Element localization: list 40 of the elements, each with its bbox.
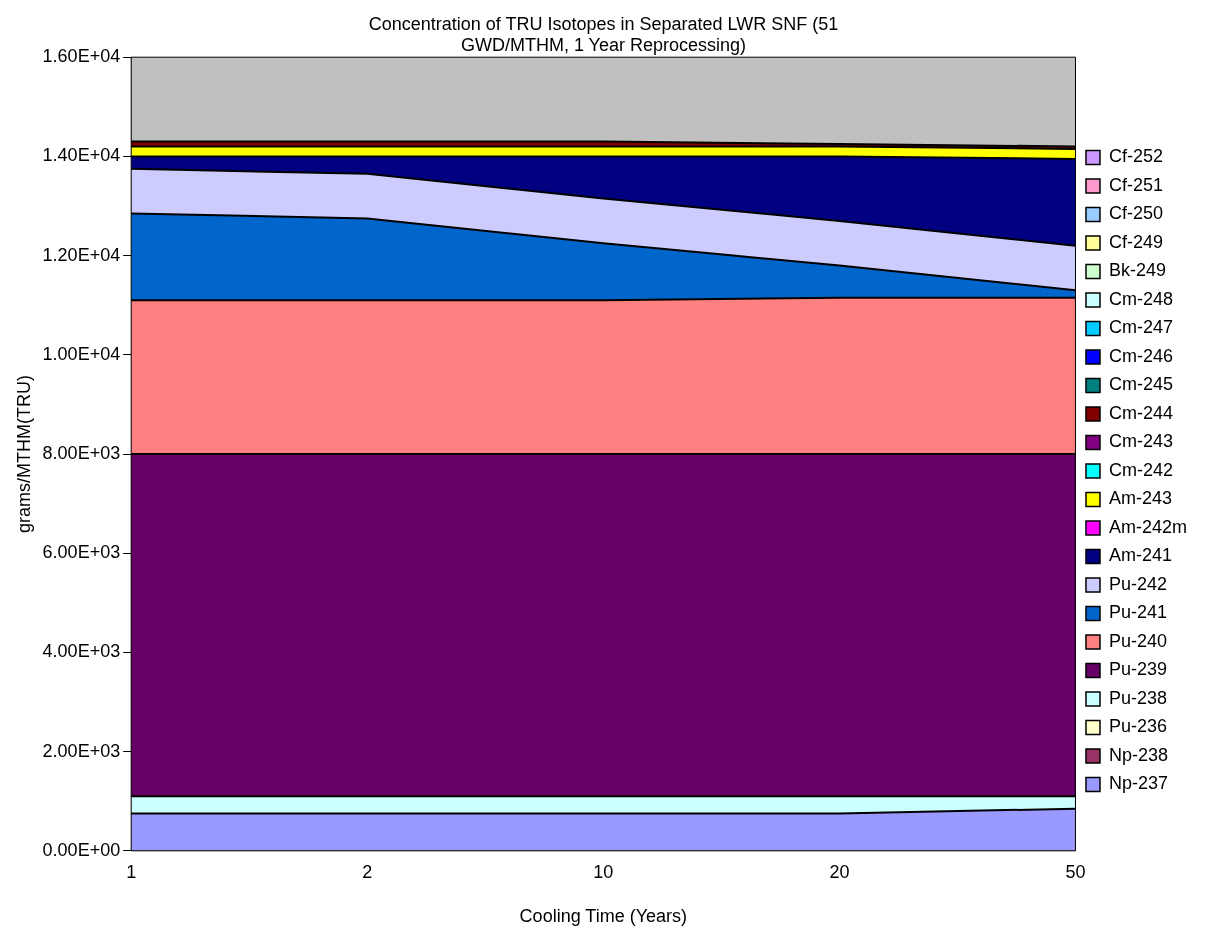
legend-label: Pu-236 (1108, 716, 1168, 737)
legend-label: Cf-250 (1108, 203, 1164, 224)
y-axis-title: grams/MTHM(TRU) (13, 375, 34, 533)
x-tick-label: 20 (829, 861, 850, 882)
legend-label: Np-237 (1108, 773, 1169, 794)
legend-label: Am-243 (1108, 488, 1173, 509)
x-axis-title: Cooling Time (Years) (519, 906, 688, 927)
legend-label: Cm-244 (1108, 402, 1174, 423)
x-tick-label: 10 (593, 861, 614, 882)
legend-label: Pu-242 (1108, 573, 1168, 594)
x-tick-label: 2 (362, 861, 373, 882)
legend-label: Am-241 (1108, 545, 1173, 566)
legend-label: Cm-243 (1108, 431, 1174, 452)
legend-label: Cm-246 (1108, 345, 1174, 366)
legend-label: Bk-249 (1108, 260, 1167, 281)
y-tick-label: 8.00E+03 (42, 442, 121, 463)
x-tick-label: 50 (1065, 861, 1086, 882)
legend-label: Cm-242 (1108, 459, 1174, 480)
y-tick-label: 1.60E+04 (42, 46, 121, 67)
x-tick-label: 1 (126, 861, 137, 882)
legend-label: Pu-240 (1108, 630, 1168, 651)
y-tick-label: 4.00E+03 (42, 641, 121, 662)
legend-label: Cf-251 (1108, 174, 1164, 195)
legend-label: Am-242m (1108, 516, 1188, 537)
y-tick-label: 6.00E+03 (42, 542, 121, 563)
y-tick-label: 1.00E+04 (42, 343, 121, 364)
legend-label: Pu-239 (1108, 659, 1168, 680)
legend-label: Cm-245 (1108, 374, 1174, 395)
legend-label: Pu-238 (1108, 687, 1168, 708)
legend-label: Cm-248 (1108, 288, 1174, 309)
legend-label: Pu-241 (1108, 602, 1168, 623)
chart-title: Concentration of TRU Isotopes in Separated LWR SNF (51 GWD/MTHM, 1 Year Reprocessing) (368, 13, 839, 56)
y-tick-label: 0.00E+00 (42, 839, 121, 860)
y-tick-label: 2.00E+03 (42, 740, 121, 761)
legend-label: Cf-252 (1108, 146, 1164, 167)
y-tick-label: 1.40E+04 (42, 145, 121, 166)
legend-label: Np-238 (1108, 744, 1169, 765)
y-tick-label: 1.20E+04 (42, 244, 121, 265)
legend-label: Cm-247 (1108, 317, 1174, 338)
legend-label: Cf-249 (1108, 231, 1164, 252)
